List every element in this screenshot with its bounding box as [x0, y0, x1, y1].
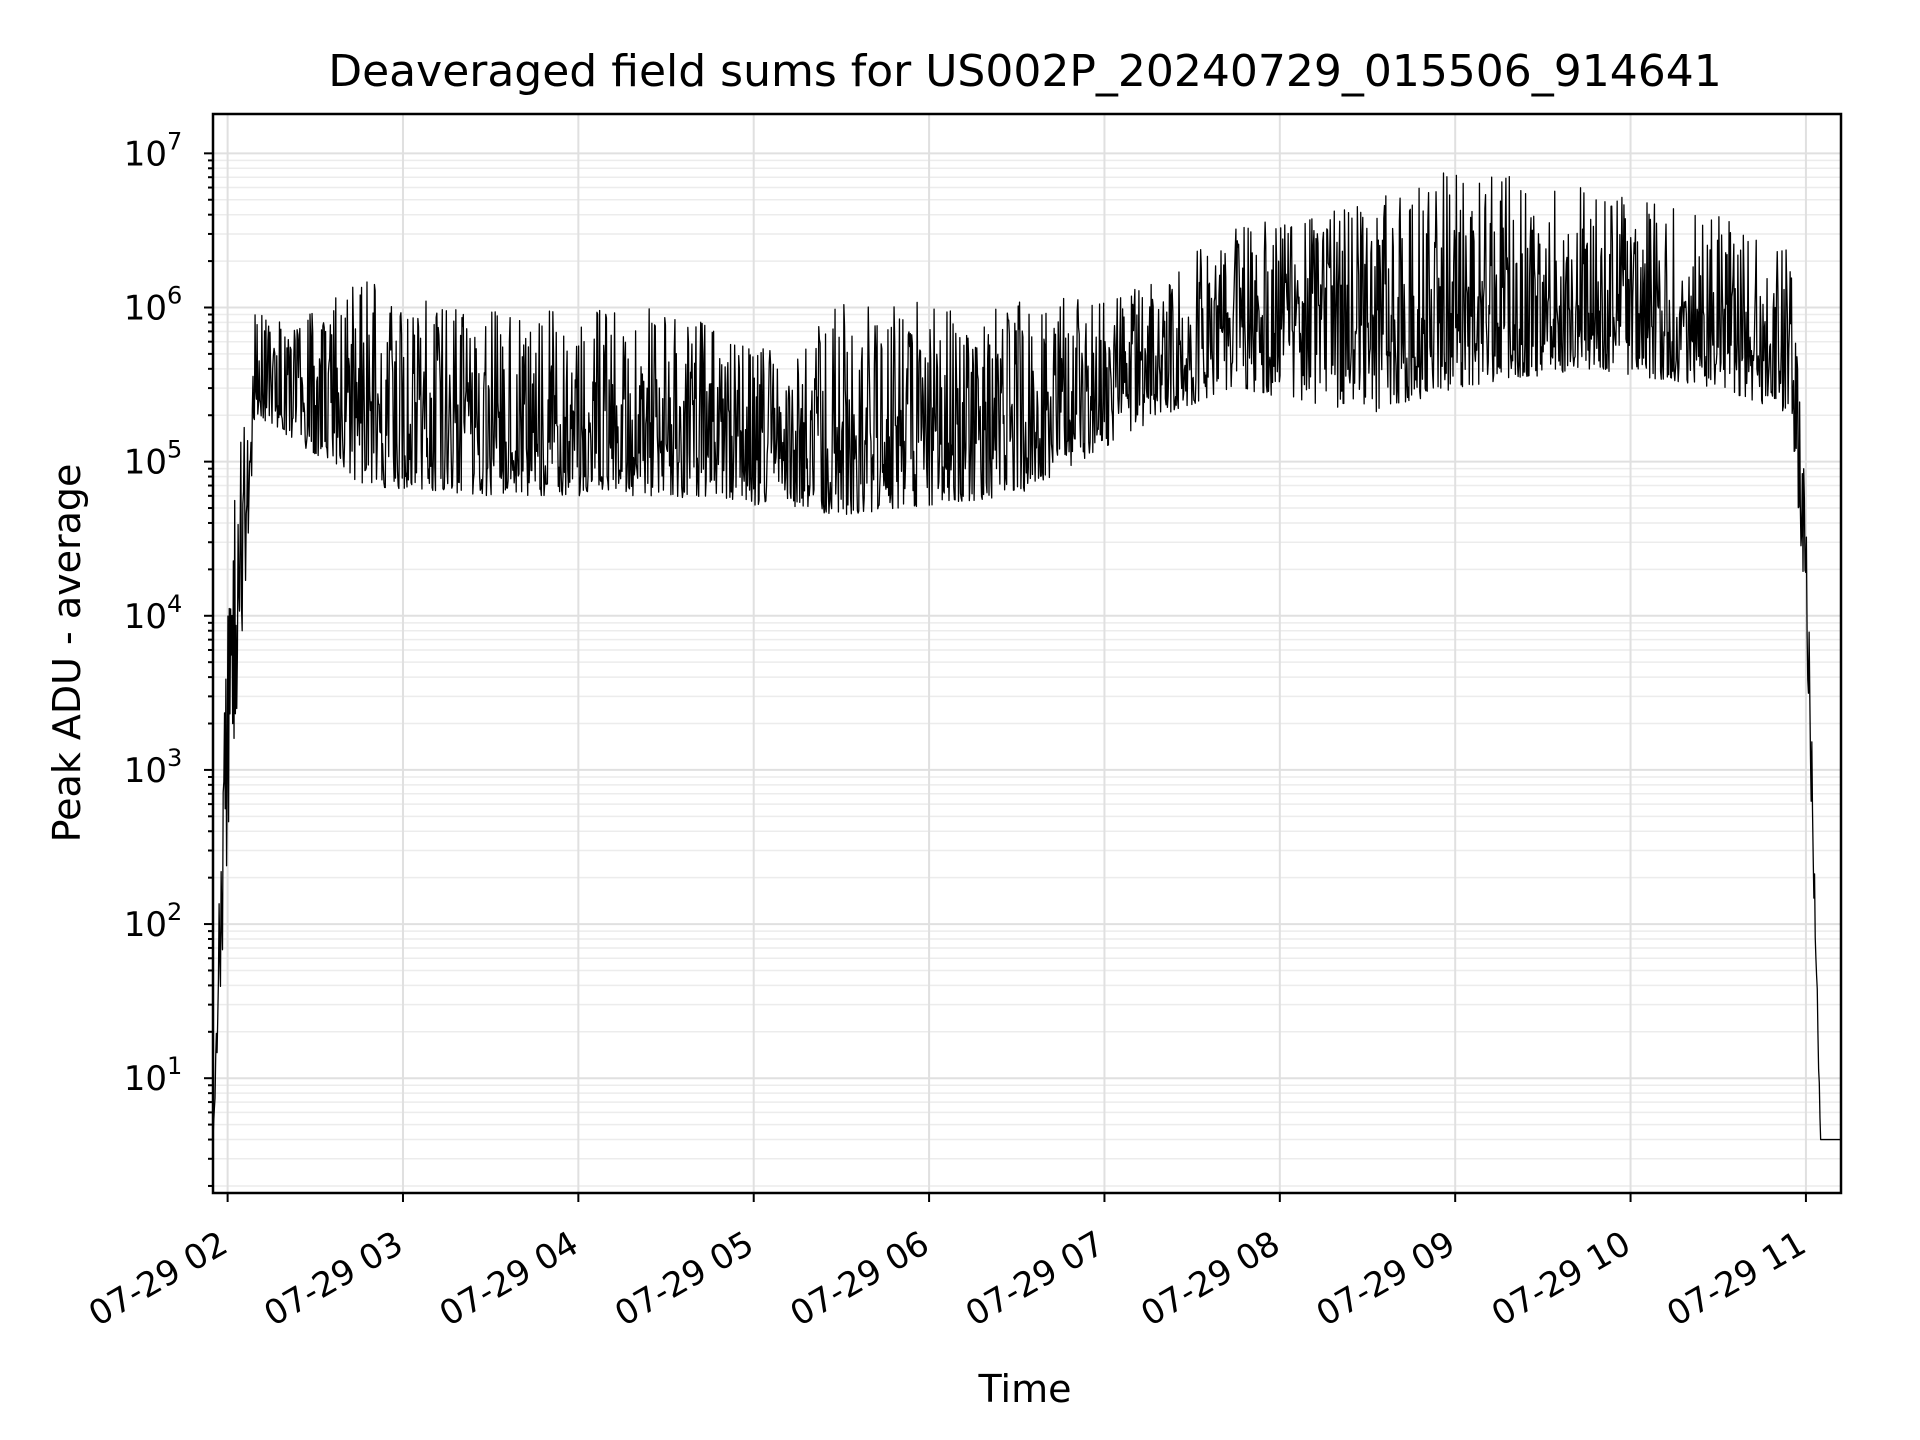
y-tick-exponent: 1: [167, 1052, 182, 1080]
x-tick-label: 07-29 09: [1310, 1224, 1462, 1335]
x-tick-label: 07-29 02: [82, 1224, 234, 1335]
x-tick-label: 07-29 04: [433, 1224, 585, 1335]
y-axis-label: Peak ADU - average: [45, 464, 89, 843]
x-tick-labels: 07-29 02 07-29 03 07-29 04 07-29 05 07-29 06…: [82, 1224, 1813, 1335]
axis-ticks: [204, 152, 1807, 1202]
y-tick-exponent: 3: [167, 744, 182, 772]
y-tick-base: 10: [124, 597, 167, 637]
x-tick-label: 07-29 07: [959, 1224, 1111, 1335]
y-tick-base: 10: [124, 443, 167, 483]
y-tick-label: 105: [124, 436, 183, 483]
y-tick-label: 107: [124, 127, 183, 174]
x-tick-label: 07-29 10: [1485, 1224, 1637, 1335]
x-tick-label: 07-29 03: [257, 1224, 409, 1335]
x-tick-label: 07-29 08: [1134, 1224, 1286, 1335]
y-tick-exponent: 6: [167, 281, 182, 309]
y-tick-base: 10: [124, 288, 167, 328]
x-axis-label: Time: [978, 1367, 1072, 1411]
x-tick-label: 07-29 06: [784, 1224, 936, 1335]
y-tick-label: 104: [124, 590, 183, 637]
x-tick-label: 07-29 05: [608, 1224, 760, 1335]
y-tick-exponent: 7: [167, 127, 182, 155]
chart-title: Deaveraged field sums for US002P_2024072…: [328, 46, 1722, 97]
x-tick-label: 07-29 11: [1660, 1224, 1812, 1335]
y-tick-exponent: 2: [167, 898, 182, 926]
y-tick-label: 106: [124, 281, 183, 328]
plot-frame: [211, 112, 1843, 1195]
y-tick-base: 10: [124, 1059, 167, 1099]
y-tick-base: 10: [124, 905, 167, 945]
series-line: [212, 172, 1841, 1141]
y-tick-label: 101: [124, 1052, 183, 1099]
y-tick-base: 10: [124, 134, 167, 174]
y-tick-exponent: 4: [167, 590, 182, 618]
grid: [213, 114, 1841, 1193]
y-tick-exponent: 5: [167, 436, 182, 464]
y-tick-label: 102: [124, 898, 183, 945]
y-tick-base: 10: [124, 751, 167, 791]
y-tick-label: 103: [124, 744, 183, 791]
